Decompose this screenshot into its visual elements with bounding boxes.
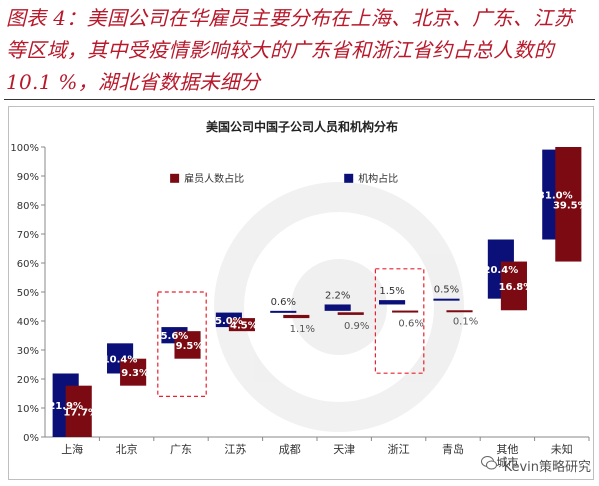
x-tick-label: 天津 <box>333 443 355 456</box>
institution-value-label: 10.4% <box>103 354 138 365</box>
highlight-boxes <box>157 268 425 398</box>
x-tick-label: 浙江 <box>388 443 410 456</box>
chart: 美国公司中国子公司人员和机构分布 0% 10% 20% 30% 40% 50% 60% 70%… <box>10 119 590 469</box>
chart-frame: 美国公司中国子公司人员和机构分布 0% 10% 20% 30% 40% 50% 60% 70%… <box>8 106 594 480</box>
employee-bar <box>174 331 201 359</box>
value-labels: 21.9%17.7% 10.4% 9.3% 5.6%9.5% 5.0%4.5% 0.6% 1… <box>48 191 587 419</box>
employee-value-label: 4.5% <box>230 321 258 332</box>
highlight-box <box>157 291 207 398</box>
x-tick-label: 青岛 <box>442 442 464 456</box>
employee-value-label: 16.8% <box>499 282 534 293</box>
x-tick-label: 上海 <box>61 442 83 456</box>
y-tick-label: 40% <box>17 317 39 328</box>
legend-label: 机构占比 <box>358 172 398 185</box>
institution-value-label: 5.0% <box>215 316 243 327</box>
employee-value-label: 1.1% <box>290 324 315 335</box>
watermark-text: Kevin策略研究 <box>503 460 591 475</box>
x-tick-label: 江苏 <box>224 443 246 456</box>
institution-value-label: 20.4% <box>484 265 519 276</box>
y-tick-label: 0% <box>23 433 39 444</box>
x-tick-label: 广东 <box>170 443 192 456</box>
institution-bar <box>379 300 406 305</box>
bars <box>52 147 582 437</box>
employee-value-label: 0.6% <box>398 318 423 329</box>
y-tick-label: 80% <box>17 201 39 212</box>
institution-value-label: 31.0% <box>538 191 573 202</box>
legend-label: 雇员人数占比 <box>184 172 244 185</box>
employee-value-label: 0.9% <box>344 321 369 332</box>
employee-bar <box>392 310 419 313</box>
institution-bar <box>433 298 460 301</box>
employee-bar <box>500 261 527 311</box>
employee-bar <box>120 358 147 386</box>
employee-bar <box>228 318 255 332</box>
institution-bar <box>270 310 297 313</box>
employee-bar <box>337 312 364 315</box>
employee-bar <box>283 314 310 319</box>
caption-divider <box>4 99 595 100</box>
figure-caption: 图表 4：美国公司在华雇员主要分布在上海、北京、广东、江苏等区域，其中受疫情影响… <box>6 6 574 94</box>
institution-value-label: 0.6% <box>271 297 296 308</box>
legend-swatch <box>344 173 354 183</box>
x-tick-label: 未知 <box>551 442 573 456</box>
institution-bar <box>324 304 351 311</box>
employee-bar <box>446 310 473 313</box>
legend: 雇员人数占比 机构占比 <box>170 172 398 185</box>
institution-value-label: 21.9% <box>48 401 83 412</box>
employee-value-label: 0.1% <box>453 317 478 328</box>
x-tick-label: 城市 <box>496 455 518 469</box>
x-tick-label: 成都 <box>279 443 301 456</box>
y-tick-label: 60% <box>17 259 39 270</box>
y-tick-label: 50% <box>17 288 39 299</box>
employee-value-label: 9.5% <box>176 341 204 352</box>
y-tick-label: 70% <box>17 230 39 241</box>
highlight-box <box>374 268 425 374</box>
y-tick-label: 90% <box>17 172 39 183</box>
legend-swatch <box>170 173 180 183</box>
wechat-icon <box>481 456 497 470</box>
institution-value-label: 5.6% <box>161 331 189 342</box>
y-tick-label: 100% <box>10 143 39 154</box>
employee-value-label: 39.5% <box>553 200 588 211</box>
institution-value-label: 2.2% <box>325 290 350 301</box>
institution-value-label: 0.5% <box>434 285 459 296</box>
institution-value-label: 1.5% <box>379 286 404 297</box>
y-tick-label: 10% <box>17 404 39 415</box>
y-tick-label: 20% <box>17 375 39 386</box>
x-tick-label: 北京 <box>116 442 138 456</box>
employee-value-label: 9.3% <box>121 368 149 379</box>
employee-value-label: 17.7% <box>63 407 98 418</box>
employee-bar <box>555 147 582 262</box>
x-tick-label: 其他 <box>496 443 518 456</box>
chart-title: 美国公司中国子公司人员和机构分布 <box>206 119 398 134</box>
y-tick-label: 30% <box>17 346 39 357</box>
employee-bar <box>65 385 92 437</box>
y-axis: 0% 10% 20% 30% 40% 50% 60% 70% 80% 90% 100% <box>10 143 46 444</box>
